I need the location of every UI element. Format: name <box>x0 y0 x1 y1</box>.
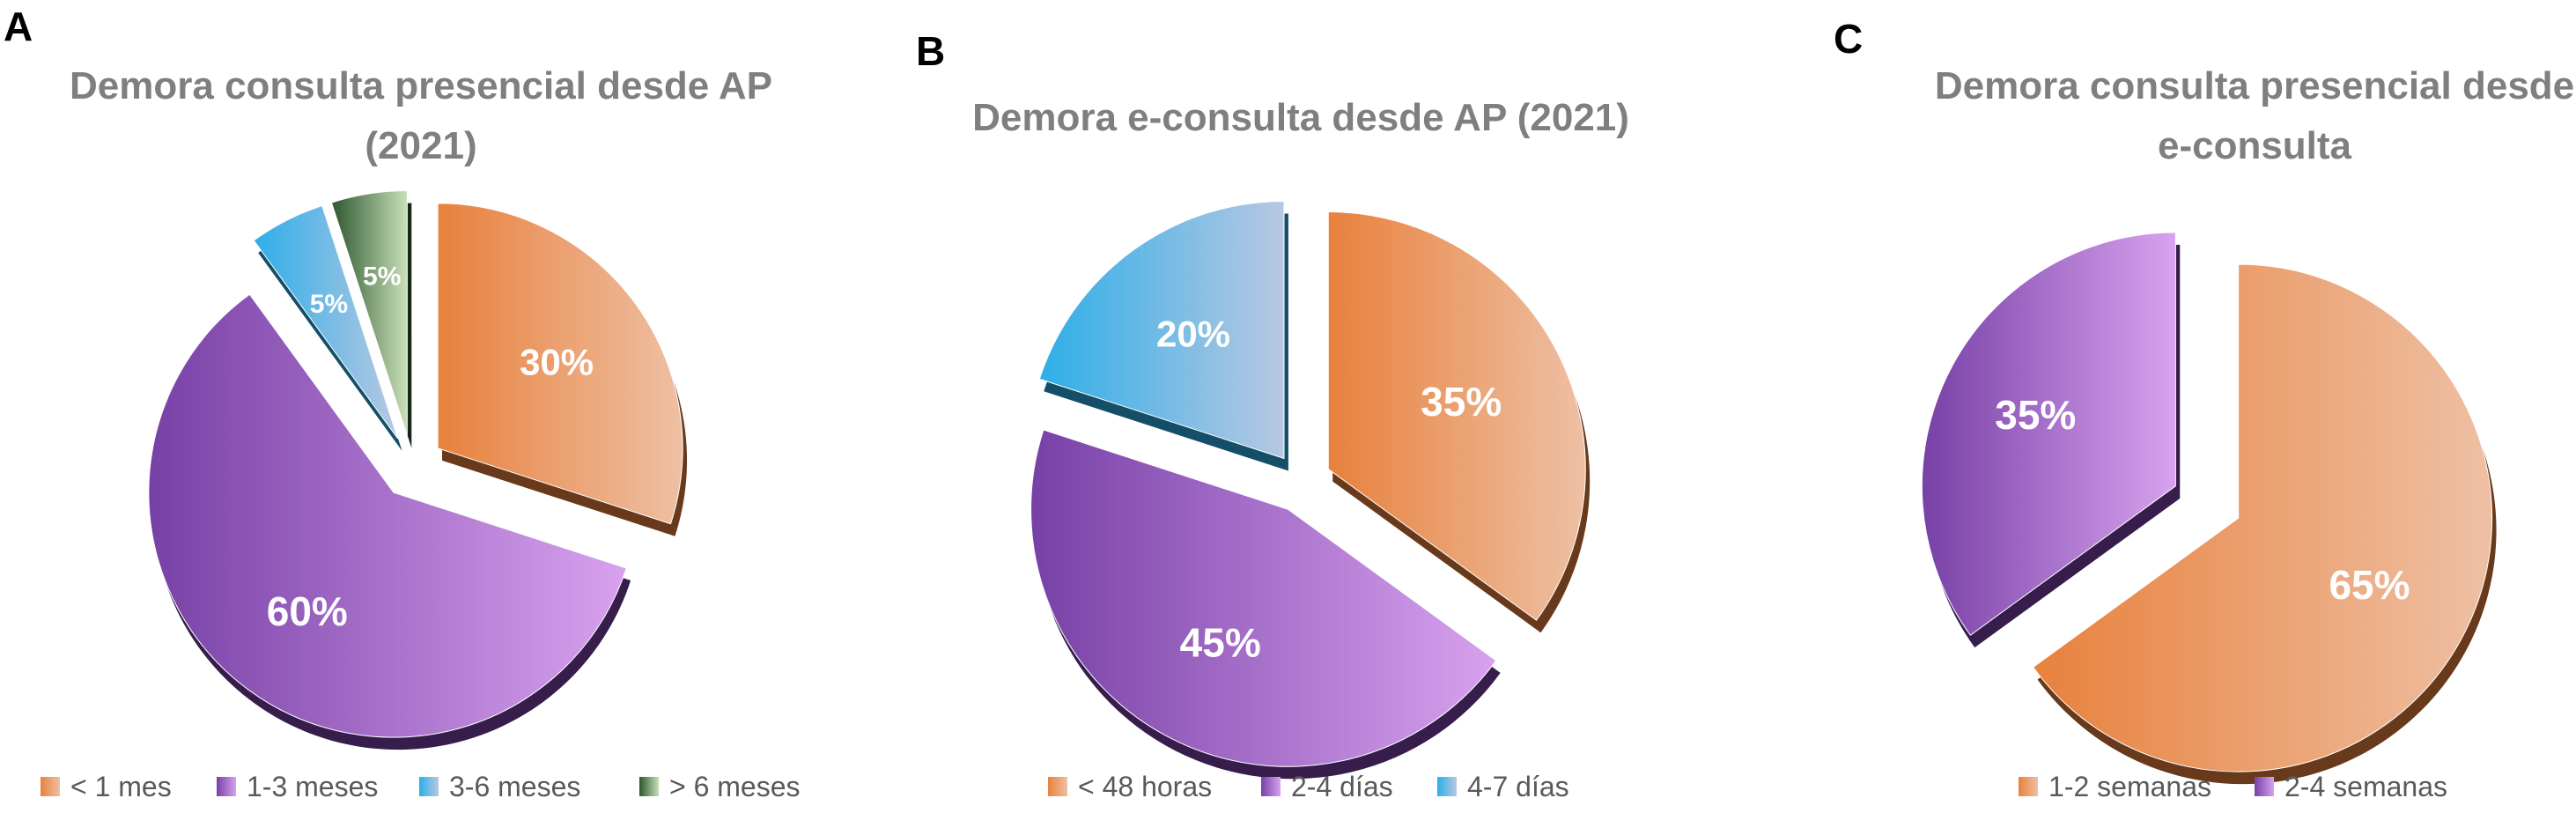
legend-swatch-1-3-meses <box>217 777 236 796</box>
chart-title-b-line-1: Demora e-consulta desde AP (2021) <box>972 96 1629 139</box>
panel-b: B Demora e-consulta desde AP (2021) 35% 4… <box>916 28 1629 802</box>
data-label-6-meses: 5% <box>363 262 401 292</box>
pie-slice-4-7-días <box>1038 200 1285 460</box>
pie-slice-6-meses <box>330 189 408 436</box>
panel-c: C Demora consulta presencial desde e-con… <box>1834 16 2574 802</box>
legend-label-2-4-días: 2-4 días <box>1291 771 1393 802</box>
data-label-1-2-semanas: 65% <box>2329 562 2410 608</box>
pie-slice-1-2-semanas <box>2032 263 2493 772</box>
chart-title-a-line-2: (2021) <box>365 124 476 167</box>
legend-label-6-meses: > 6 meses <box>669 771 801 802</box>
legend-label-1-mes: < 1 mes <box>70 771 172 802</box>
legend-label-2-4-semanas: 2-4 semanas <box>2284 771 2447 802</box>
legend-swatch-48-horas <box>1048 777 1067 796</box>
panel-letter-c: C <box>1834 16 1863 62</box>
legend-swatch-6-meses <box>639 777 659 796</box>
chart-title-c-line-1: Demora consulta presencial desde <box>1935 64 2574 107</box>
legend-swatch-2-4-días <box>1261 777 1281 796</box>
pie-slice-2-4-días <box>1030 429 1497 767</box>
panel-letter-a: A <box>4 4 33 49</box>
legend-swatch-2-4-semanas <box>2255 777 2274 796</box>
legend-swatch-1-2-semanas <box>2019 777 2038 796</box>
panel-letter-b: B <box>916 28 945 74</box>
data-label-1-3-meses: 60% <box>267 588 348 634</box>
pie-slice-1-3-meses <box>148 293 627 738</box>
pie-slice-3-6-meses <box>253 204 399 440</box>
data-label-2-4-semanas: 35% <box>1995 392 2076 438</box>
pie-chart-c: 65% 35% <box>1921 232 2497 785</box>
legend-a: < 1 mes 1-3 meses 3-6 meses > 6 meses <box>41 771 801 802</box>
pie-slice-48-horas <box>1327 211 1586 621</box>
panel-a: A Demora consulta presencial desde AP (2… <box>4 4 801 802</box>
legend-b: < 48 horas 2-4 días 4-7 días <box>1048 771 1569 802</box>
pie-chart-a: 30% 60% 5% 5% <box>148 189 688 750</box>
data-label-2-4-días: 45% <box>1180 619 1261 665</box>
chart-title-a-line-1: Demora consulta presencial desde AP <box>70 64 772 107</box>
pie-slice-1-mes <box>437 203 683 525</box>
legend-swatch-3-6-meses <box>419 777 439 796</box>
legend-label-1-2-semanas: 1-2 semanas <box>2048 771 2211 802</box>
pie-slice-2-4-semanas <box>1921 232 2176 636</box>
legend-swatch-1-mes <box>41 777 60 796</box>
legend-label-4-7-días: 4-7 días <box>1467 771 1569 802</box>
legend-label-3-6-meses: 3-6 meses <box>449 771 580 802</box>
data-label-4-7-días: 20% <box>1156 314 1230 355</box>
legend-c: 1-2 semanas 2-4 semanas <box>2019 771 2447 802</box>
legend-label-1-3-meses: 1-3 meses <box>247 771 378 802</box>
data-label-3-6-meses: 5% <box>310 290 348 319</box>
legend-swatch-4-7-días <box>1437 777 1457 796</box>
pie-chart-b: 35% 45% 20% <box>1030 200 1591 780</box>
legend-label-48-horas: < 48 horas <box>1078 771 1212 802</box>
data-label-1-mes: 30% <box>520 342 594 383</box>
data-label-48-horas: 35% <box>1421 379 1502 425</box>
chart-title-c-line-2: e-consulta <box>2158 124 2352 167</box>
